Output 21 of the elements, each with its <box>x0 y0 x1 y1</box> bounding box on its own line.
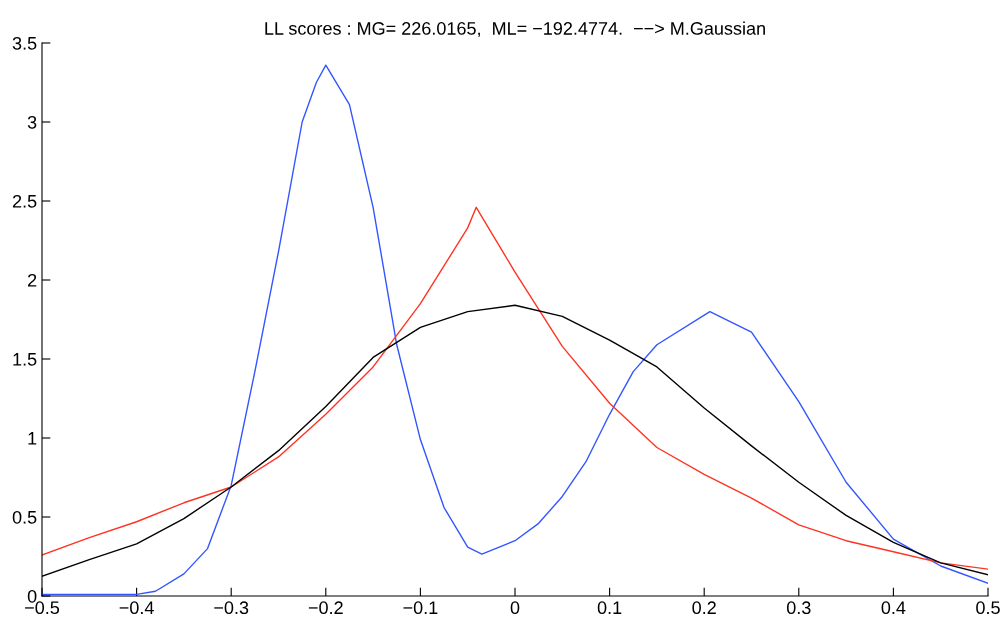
y-tick-label: 1 <box>28 432 37 445</box>
y-tick-label: 3.5 <box>12 36 37 50</box>
y-tick-label: 0.5 <box>12 510 37 524</box>
y-tick-label: 2.5 <box>12 194 37 208</box>
x-tick-label: 0 <box>510 601 520 615</box>
chart-title: LL scores : MG= 226.0165, ML= −192.4774. −−> M.Gaussian <box>265 21 765 37</box>
x-tick-label: −0.2 <box>308 601 343 615</box>
x-tick-label: −0.5 <box>25 601 60 615</box>
x-tick-label: −0.4 <box>119 601 154 615</box>
y-tick-label: 0 <box>27 589 37 603</box>
y-tick-label: 1.5 <box>13 353 37 366</box>
x-tick-label: 0.5 <box>976 601 1000 615</box>
x-tick-label: −0.3 <box>214 601 249 615</box>
x-tick-label: 0.1 <box>597 601 622 615</box>
y-tick-label: 2 <box>28 273 37 287</box>
x-tick-label: 0.3 <box>786 601 811 615</box>
x-tick-label: 0.2 <box>692 601 716 615</box>
line-series <box>42 206 988 570</box>
x-tick-label: −0.1 <box>403 601 438 615</box>
x-tick-label: 0.4 <box>881 601 906 615</box>
y-tick-label: 3 <box>27 115 37 129</box>
